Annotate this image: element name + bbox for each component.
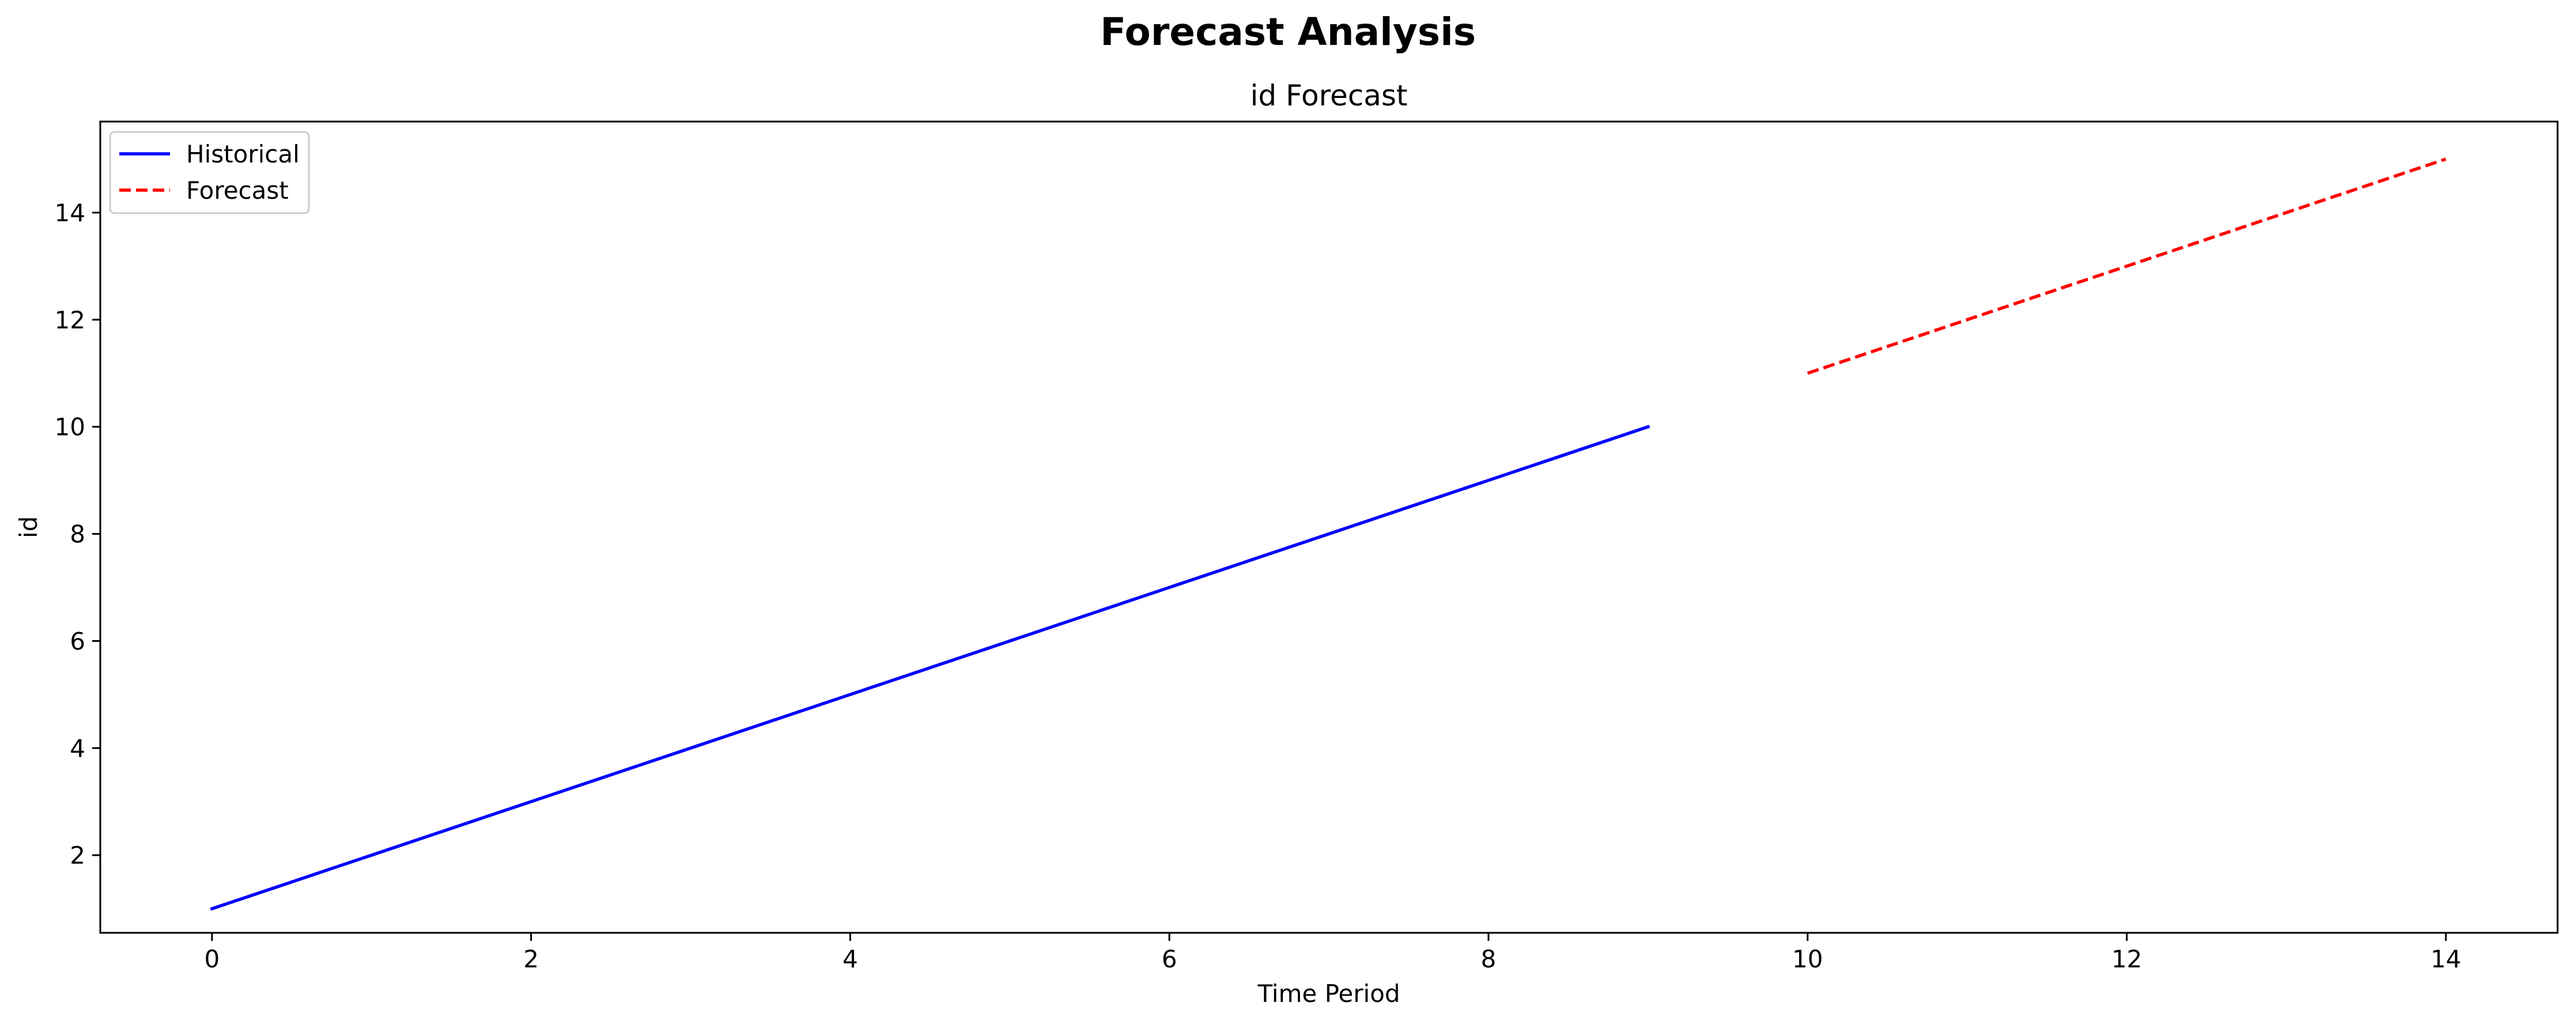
- x-tick-label: 2: [523, 945, 539, 973]
- series-layer: [210, 157, 2447, 911]
- chart-title: id Forecast: [1250, 79, 1407, 112]
- x-tick-label: 4: [843, 945, 858, 973]
- y-tick-label: 12: [55, 306, 85, 334]
- y-axis-ticks: 2 4 6 8 10 12 14: [55, 199, 100, 869]
- legend-label-forecast: Forecast: [186, 176, 289, 205]
- x-tick-label: 12: [2112, 945, 2142, 973]
- y-tick-label: 14: [55, 199, 85, 227]
- y-tick-label: 10: [55, 413, 85, 441]
- y-tick-label: 4: [70, 734, 85, 762]
- x-tick-label: 10: [1792, 945, 1823, 973]
- x-axis-ticks: 0 2 4 6 8 10 12 14: [204, 933, 2461, 973]
- x-tick-label: 0: [204, 945, 220, 973]
- legend-items: Historical Forecast: [119, 140, 300, 205]
- x-tick-label: 8: [1481, 945, 1497, 973]
- series-line-forecast: [1807, 157, 2447, 375]
- legend: Historical Forecast: [109, 131, 310, 214]
- y-tick-label: 8: [70, 520, 85, 549]
- y-tick-label: 2: [70, 841, 85, 869]
- x-axis-label: Time Period: [1257, 979, 1400, 1008]
- plot-area: [99, 120, 2559, 934]
- axes-frame: [99, 120, 2559, 934]
- y-tick-label: 6: [70, 627, 85, 655]
- x-tick-label: 6: [1162, 945, 1177, 973]
- figure-suptitle: Forecast Analysis: [1100, 10, 1476, 54]
- x-tick-label: 14: [2430, 945, 2461, 973]
- series-line-historical: [210, 425, 1650, 911]
- legend-label-historical: Historical: [186, 140, 300, 168]
- y-axis-label: id: [14, 516, 43, 538]
